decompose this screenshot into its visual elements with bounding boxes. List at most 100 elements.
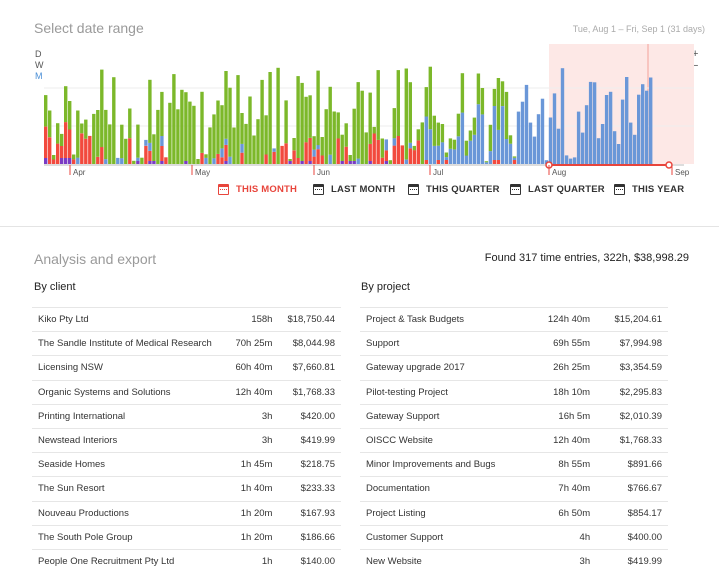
timeline-bar	[292, 138, 296, 151]
client-amount: $7,660.81	[278, 355, 341, 381]
granularity-day[interactable]: D	[35, 49, 42, 59]
timeline-bar	[428, 129, 432, 164]
timeline-bar	[212, 158, 216, 164]
timeline-bar	[304, 96, 308, 143]
timeline-bar	[376, 70, 380, 140]
timeline-bar	[548, 117, 553, 164]
timeline-bar	[60, 158, 64, 164]
timeline-bar	[500, 81, 505, 106]
timeline-bar	[444, 152, 449, 158]
timeline-bar	[96, 110, 100, 157]
timeline-bar	[148, 150, 152, 161]
last-quarter-button[interactable]: LAST QUARTER	[510, 184, 605, 195]
timeline-bar	[76, 157, 80, 164]
timeline-bar	[508, 135, 513, 144]
client-row[interactable]: The South Pole Group 1h 20m $186.66	[32, 524, 341, 550]
timeline-bar	[532, 136, 537, 164]
project-row[interactable]: Gateway Support 16h 5m $2,010.39	[360, 403, 668, 429]
timeline-bar	[284, 143, 288, 164]
zoom-in-button[interactable]: +	[692, 48, 699, 60]
project-name: Project & Task Budgets	[360, 306, 531, 332]
this-month-button[interactable]: THIS MONTH	[218, 184, 297, 195]
timeline-bar	[68, 158, 72, 164]
timeline-bar	[144, 139, 148, 146]
timeline-bar	[312, 156, 316, 164]
timeline-bar	[392, 108, 396, 139]
client-row[interactable]: Printing International 3h $420.00	[32, 403, 341, 429]
project-row[interactable]: Gateway upgrade 2017 26h 25m $3,354.59	[360, 355, 668, 381]
client-row[interactable]: Seaside Homes 1h 45m $218.75	[32, 452, 341, 477]
timeline-bar	[224, 138, 228, 145]
client-row[interactable]: The Sun Resort 1h 40m $233.33	[32, 476, 341, 501]
timeline-chart[interactable]: Apr May Jun Jul Aug Sep	[44, 44, 694, 184]
client-row[interactable]: Licensing NSW 60h 40m $7,660.81	[32, 355, 341, 381]
client-name: People One Recruitment Pty Ltd	[32, 548, 228, 574]
client-row[interactable]: Kiko Pty Ltd 158h $18,750.44	[32, 306, 341, 332]
timeline-bar	[52, 155, 56, 160]
timeline-bar	[320, 137, 324, 156]
project-row[interactable]: Support 69h 55m $7,994.98	[360, 331, 668, 356]
timeline-bar	[204, 154, 208, 158]
client-amount: $1,768.33	[278, 379, 341, 405]
this-year-button[interactable]: THIS YEAR	[614, 184, 684, 195]
timeline-bar	[336, 112, 340, 139]
timeline-bar	[488, 151, 493, 164]
timeline-bar	[356, 82, 360, 159]
project-row[interactable]: Minor Improvements and Bugs 8h 55m $891.66	[360, 452, 668, 477]
timeline-bar	[508, 143, 513, 164]
project-row[interactable]: Pilot-testing Project 18h 10m $2,295.83	[360, 379, 668, 405]
project-row[interactable]: Project Listing 6h 50m $854.17	[360, 500, 668, 526]
client-row[interactable]: People One Recruitment Pty Ltd 1h $140.00	[32, 548, 341, 574]
project-row[interactable]: Project & Task Budgets 124h 40m $15,204.61	[360, 306, 668, 332]
timeline-bar	[448, 138, 453, 149]
client-row[interactable]: The Sandle Institute of Medical Research…	[32, 331, 341, 356]
zoom-out-button[interactable]: −	[692, 60, 699, 72]
last-month-button[interactable]: LAST MONTH	[313, 184, 395, 195]
timeline-bar	[184, 161, 188, 164]
timeline-bar	[200, 153, 204, 164]
timeline-bar	[368, 92, 372, 144]
timeline-bar	[116, 157, 120, 164]
timeline-bar	[260, 79, 264, 164]
project-name: Project Listing	[360, 500, 531, 526]
client-hours: 1h	[227, 548, 279, 574]
client-amount: $218.75	[278, 452, 341, 477]
calendar-icon	[510, 184, 521, 195]
timeline-bar	[332, 111, 336, 164]
timeline-bar	[100, 69, 104, 148]
this-quarter-button[interactable]: THIS QUARTER	[408, 184, 500, 195]
granularity-toggle: D W M	[35, 49, 44, 82]
granularity-month[interactable]: M	[35, 71, 43, 81]
project-amount: $419.99	[596, 548, 668, 574]
project-row[interactable]: OISCC Website 12h 40m $1,768.33	[360, 427, 668, 453]
client-amount: $420.00	[278, 403, 341, 429]
timeline-bar	[504, 91, 509, 139]
timeline-bar	[56, 143, 60, 164]
timeline-bar	[136, 161, 140, 164]
timeline-bar	[584, 105, 589, 164]
calendar-icon	[408, 184, 419, 195]
timeline-bar	[328, 154, 332, 164]
timeline-bar	[224, 161, 228, 164]
timeline-bar	[120, 124, 124, 159]
timeline-bar	[408, 82, 412, 143]
client-row[interactable]: Nouveau Productions 1h 20m $167.93	[32, 500, 341, 526]
timeline-bar	[372, 133, 376, 164]
timeline-bar	[172, 74, 176, 164]
timeline-bar	[156, 109, 160, 164]
client-row[interactable]: Newstead Interiors 3h $419.99	[32, 427, 341, 453]
timeline-bar	[476, 73, 481, 105]
project-row[interactable]: Customer Support 4h $400.00	[360, 524, 668, 550]
project-hours: 3h	[530, 548, 597, 574]
timeline-bar	[300, 82, 304, 161]
project-hours: 69h 55m	[530, 331, 597, 356]
timeline-bar	[564, 155, 569, 164]
timeline-bar	[152, 161, 156, 164]
client-hours: 12h 40m	[227, 379, 279, 405]
project-row[interactable]: Documentation 7h 40m $766.67	[360, 476, 668, 501]
granularity-week[interactable]: W	[35, 60, 44, 70]
project-row[interactable]: New Website 3h $419.99	[360, 548, 668, 574]
client-row[interactable]: Organic Systems and Solutions 12h 40m $1,7…	[32, 379, 341, 405]
timeline-bar	[92, 113, 96, 164]
timeline-bar	[124, 138, 128, 164]
